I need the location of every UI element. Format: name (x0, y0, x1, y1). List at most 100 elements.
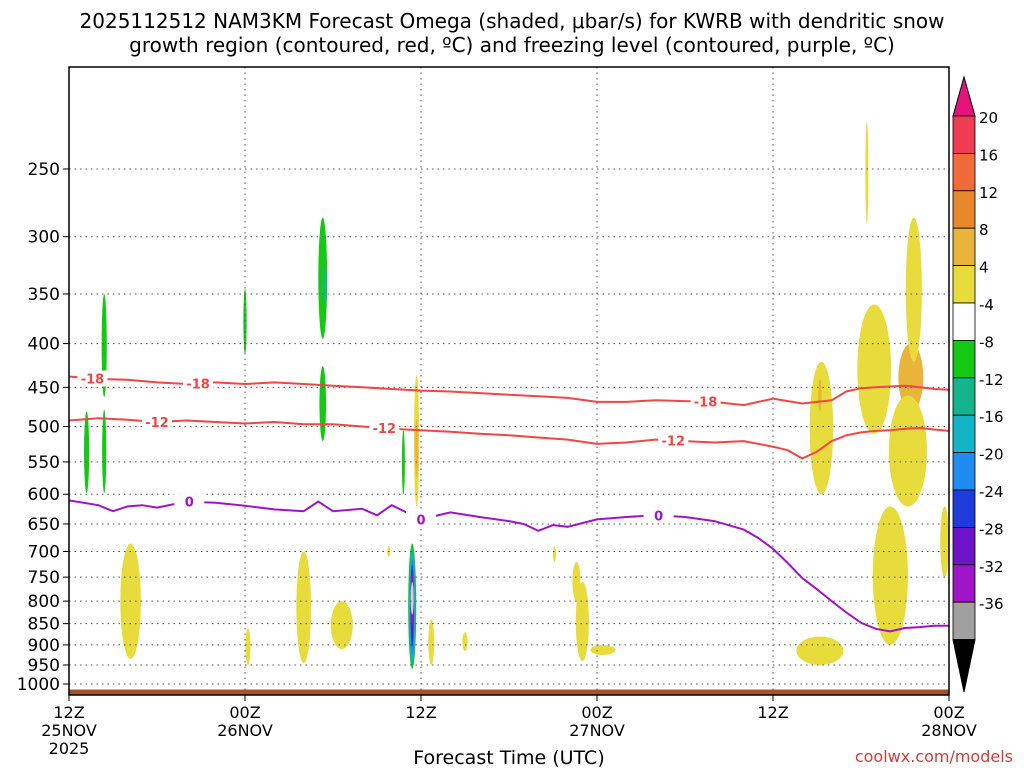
omega-pos-region-37 (872, 506, 908, 645)
x-axis-label: Forecast Time (UTC) (413, 747, 604, 768)
minus-18-isotherm (68, 375, 950, 407)
colorbar-label-7: -12 (979, 371, 1004, 389)
y-tick-label-500: 500 (28, 417, 60, 437)
minus-12-isotherm-label-0: -12 (145, 416, 169, 431)
ground-surface (69, 689, 949, 695)
omega-pos-region-25 (552, 546, 556, 562)
colorbar-label-1: 16 (979, 146, 998, 164)
ground-layer (69, 689, 949, 695)
freezing-level-label-bg-0 (174, 493, 205, 510)
omega-pos-region-17 (245, 627, 251, 665)
omega-pos-region-33 (865, 121, 869, 225)
omega-pos-region-36 (888, 395, 927, 507)
colorbar-label-10: -24 (979, 483, 1004, 501)
colorbar-label-8: -16 (979, 408, 1004, 426)
omega-colorbar: 20 16 12 8 4 -4 -8 -12 -16 -20 -24 -28 -32 -36 (952, 75, 1004, 693)
omega-neg-region-3 (243, 288, 247, 355)
x-tick-year-0: 2025 (49, 739, 90, 758)
colorbar-segment-13 (952, 601, 976, 641)
omega-pos-region-38 (940, 506, 949, 578)
x-tick-label-12: 00Z (229, 703, 260, 722)
colorbar-label-11: -28 (979, 520, 1004, 538)
colorbar-segment-6 (952, 339, 976, 379)
colorbar-segment-3 (952, 227, 976, 266)
minus-12-isotherm-label-bg-0 (142, 414, 172, 431)
x-tick-date-0: 25NOV (41, 721, 97, 740)
credit-link[interactable]: coolwx.com/models (855, 747, 1013, 766)
temperature-contours: -18 -18 -18 -12 -12 -12 0 0 0 (68, 370, 950, 633)
omega-pos-region-28 (590, 644, 616, 656)
plot-frame (68, 66, 950, 696)
omega-pos-region-35 (905, 217, 922, 362)
colorbar-segment-8 (952, 414, 976, 454)
omega-neg-region-15 (410, 582, 414, 615)
minus-12-isotherm (68, 417, 950, 460)
x-tick-label-24: 12Z (405, 703, 436, 722)
freezing-level-label-0: 0 (185, 496, 194, 511)
chart-title-line2: growth region (contoured, red, ºC) and f… (129, 33, 895, 57)
colorbar-segment-12 (952, 564, 976, 603)
pressure-axis: 2503003504004505005506006507007508008509… (17, 160, 69, 695)
y-tick-label-250: 250 (28, 160, 60, 180)
omega-neg-region-6 (319, 366, 327, 442)
x-tick-label-60: 00Z (933, 703, 964, 722)
y-tick-label-550: 550 (28, 453, 60, 473)
y-tick-label-350: 350 (28, 285, 60, 305)
x-tick-date-12: 26NOV (217, 721, 273, 740)
colorbar-label-9: -20 (979, 446, 1004, 464)
y-tick-label-850: 850 (28, 615, 60, 635)
x-tick-label-0: 12Z (53, 703, 84, 722)
omega-pos-region-29 (796, 636, 844, 665)
y-tick-label-700: 700 (28, 543, 60, 563)
colorbar-segment-10 (952, 489, 976, 528)
minus-18-isotherm-label-0: -18 (81, 372, 105, 387)
omega-pos-region-30 (809, 361, 834, 495)
omega-pos-region-27 (575, 582, 589, 662)
colorbar-segment-11 (952, 527, 976, 566)
minus-12-isotherm-label-bg-1 (369, 420, 400, 437)
y-tick-label-300: 300 (28, 228, 60, 248)
omega-pos-region-32 (857, 304, 892, 434)
y-tick-label-750: 750 (28, 568, 60, 588)
minus-18-isotherm-label-bg-0 (77, 370, 108, 387)
colorbar-segment-7 (952, 377, 976, 416)
omega-neg-region-7 (401, 430, 405, 495)
colorbar-label-6: -8 (979, 333, 994, 351)
minus-18-isotherm-label-1: -18 (186, 377, 210, 392)
omega-neg-region-4 (318, 217, 328, 339)
colorbar-bottom-arrow (952, 639, 976, 693)
omega-pos-region-34 (898, 343, 924, 412)
chart-title-line1: 2025112512 NAM3KM Forecast Omega (shaded… (80, 9, 945, 33)
colorbar-label-5: -4 (979, 296, 994, 314)
y-tick-label-450: 450 (28, 378, 60, 398)
freezing-level (68, 499, 949, 633)
omega-pos-region-31 (818, 378, 822, 412)
x-tick-date-60: 28NOV (921, 721, 977, 740)
freezing-level-label-bg-2 (643, 507, 674, 524)
colorbar-label-3: 8 (979, 221, 989, 239)
colorbar-segment-2 (952, 190, 976, 229)
minus-12-isotherm-label-bg-2 (658, 432, 689, 449)
y-tick-label-400: 400 (28, 335, 60, 355)
omega-pos-region-23 (428, 619, 435, 665)
minus-12-isotherm-label-1: -12 (373, 422, 397, 437)
y-tick-label-600: 600 (28, 485, 60, 505)
minus-18-isotherm-label-bg-1 (183, 375, 214, 392)
omega-pos-region-24 (462, 632, 468, 652)
omega-shading (84, 121, 949, 669)
x-tick-date-36: 27NOV (569, 721, 625, 740)
y-tick-label-650: 650 (28, 515, 60, 535)
y-tick-label-900: 900 (28, 636, 60, 656)
freezing-level-label-1: 0 (416, 513, 425, 528)
freezing-level-label-bg-1 (406, 511, 436, 528)
omega-neg-region-2 (102, 409, 107, 493)
minus-12-isotherm-label-2: -12 (662, 434, 686, 449)
y-tick-label-1000: 1000 (17, 675, 60, 695)
colorbar-label-0: 20 (979, 109, 998, 127)
freezing-level-label-2: 0 (654, 509, 663, 524)
colorbar-segment-5 (952, 302, 976, 341)
colorbar-label-13: -36 (979, 595, 1004, 613)
x-tick-label-48: 12Z (757, 703, 788, 722)
pressure-gridlines (69, 67, 949, 695)
minus-18-isotherm-label-2: -18 (694, 396, 718, 411)
